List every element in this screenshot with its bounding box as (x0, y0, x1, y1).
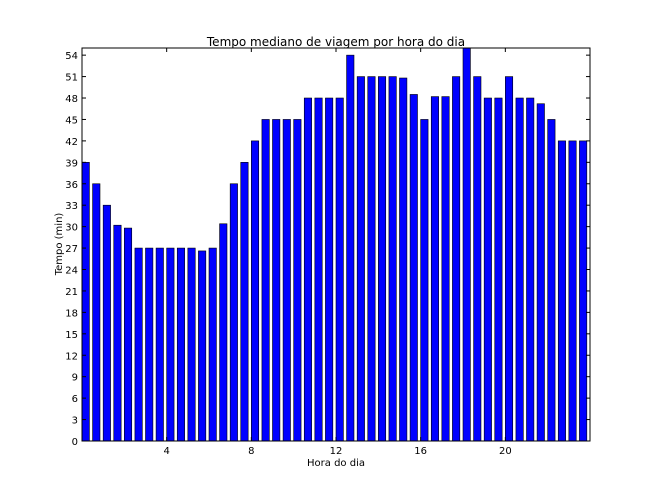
x-tick-label: 20 (499, 446, 512, 457)
bar (92, 183, 101, 442)
bar (124, 227, 133, 442)
bar (367, 76, 376, 442)
bar (420, 119, 429, 442)
y-tick-label: 42 (65, 137, 78, 148)
y-tick-label: 21 (65, 287, 78, 298)
bar (505, 76, 514, 442)
bar (102, 204, 111, 442)
bar (547, 119, 556, 442)
bar (198, 250, 207, 442)
bar (452, 76, 461, 442)
bar (187, 247, 196, 442)
bar (515, 97, 524, 442)
bar (335, 97, 344, 442)
bar (166, 247, 175, 442)
y-axis-label: Tempo (min) (54, 213, 65, 277)
y-tick-label: 0 (72, 437, 78, 448)
bar (536, 103, 545, 442)
y-tick-label: 18 (65, 308, 78, 319)
bar (314, 97, 323, 442)
bar (557, 140, 566, 442)
x-tick-label: 12 (330, 446, 343, 457)
bar (462, 47, 471, 442)
y-tick-label: 39 (65, 158, 78, 169)
bar (229, 183, 238, 442)
bar (303, 97, 312, 442)
bar (219, 223, 228, 442)
bar (388, 76, 397, 442)
bar (251, 140, 260, 442)
bar (113, 224, 122, 442)
bar (356, 76, 365, 442)
y-tick-label: 33 (65, 201, 78, 212)
y-tick-label: 24 (65, 266, 78, 277)
bar (261, 119, 270, 442)
y-tick-label: 45 (65, 115, 78, 126)
y-tick-label: 30 (65, 223, 78, 234)
bar (272, 119, 281, 442)
plot-frame (81, 47, 591, 442)
chart-title: Tempo mediano de viagem por hora do dia (206, 35, 465, 49)
y-tick-label: 54 (65, 51, 78, 62)
bar (176, 247, 185, 442)
x-tick-label: 4 (163, 446, 169, 457)
bar (526, 97, 535, 442)
x-axis-label: Hora do dia (307, 458, 365, 469)
x-tick-label: 16 (414, 446, 427, 457)
bar (293, 119, 302, 442)
bar (378, 76, 387, 442)
y-tick-label: 15 (65, 330, 78, 341)
bar (145, 247, 154, 442)
y-tick-label: 51 (65, 73, 78, 84)
y-tick-label: 3 (72, 416, 78, 427)
bar (240, 162, 249, 442)
bar (494, 97, 503, 442)
y-tick-label: 48 (65, 94, 78, 105)
bar (134, 247, 143, 442)
x-tick-label: 8 (248, 446, 254, 457)
bar (399, 77, 408, 442)
bar (325, 97, 334, 442)
y-tick-label: 9 (72, 373, 78, 384)
bar (441, 96, 450, 442)
bar (568, 140, 577, 442)
y-tick-label: 12 (65, 351, 78, 362)
y-tick-label: 36 (65, 180, 78, 191)
bar (409, 94, 418, 442)
y-tick-label: 27 (65, 244, 78, 255)
bar (208, 247, 217, 442)
bar (483, 97, 492, 442)
y-tick-label: 6 (72, 394, 78, 405)
bar (81, 162, 90, 442)
bar (346, 54, 355, 442)
bar (579, 140, 588, 442)
bar (473, 76, 482, 442)
bar (430, 96, 439, 442)
bar (282, 119, 291, 442)
x-axis-ticks: 4 8 12 16 20 (163, 48, 512, 457)
bar (155, 247, 164, 442)
